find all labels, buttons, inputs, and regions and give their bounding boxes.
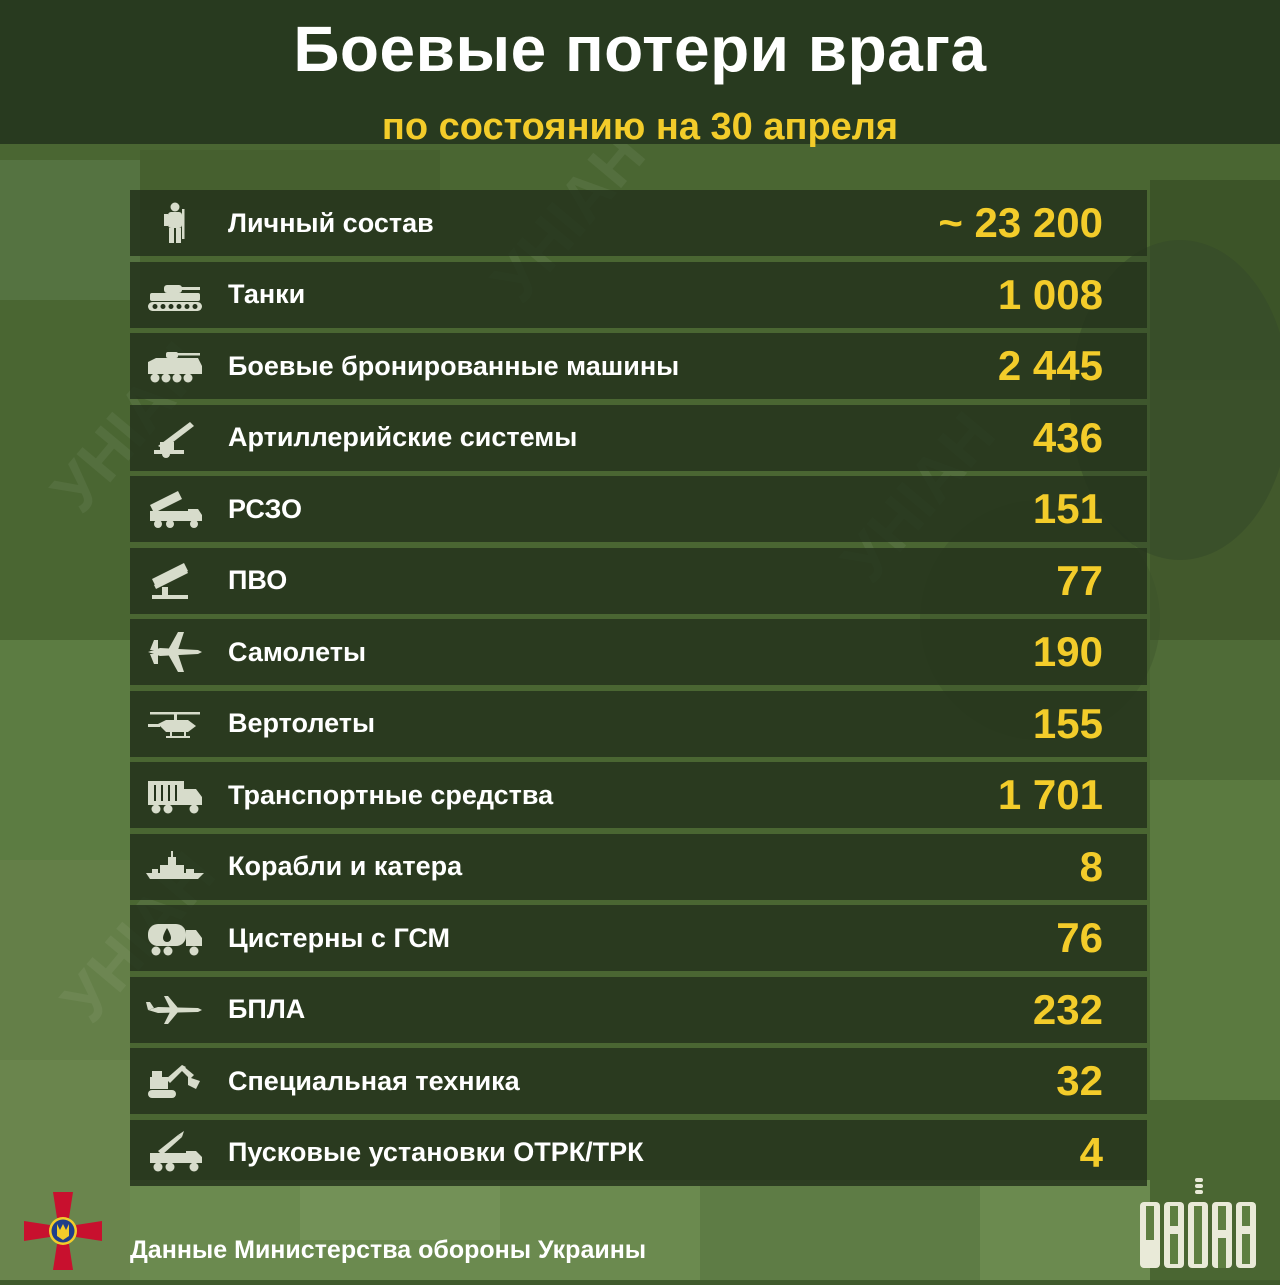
row-value: 1 008 xyxy=(997,270,1103,318)
row-fuel-tanks: Цистерны с ГСМ 76 xyxy=(130,905,1147,971)
row-value: 77 xyxy=(1056,556,1103,604)
row-label: Боевые бронированные машины xyxy=(228,350,680,381)
header-band: Боевые потери врага xyxy=(0,0,1280,144)
excavator-icon xyxy=(130,1048,220,1114)
row-tanks: Танки 1 008 xyxy=(130,261,1147,328)
row-label: Корабли и катера xyxy=(228,851,463,881)
row-value: 190 xyxy=(1032,628,1103,675)
row-value: 2 445 xyxy=(997,342,1103,389)
row-label: ПВО xyxy=(228,565,288,595)
row-value: 151 xyxy=(1032,485,1103,532)
row-personnel: Личный состав ~ 23 200 xyxy=(130,190,1147,256)
row-armored-vehicles: Боевые бронированные машины 2 445 xyxy=(130,333,1147,399)
soldier-icon xyxy=(130,190,220,256)
row-label: Вертолеты xyxy=(228,708,376,738)
row-value: 8 xyxy=(1079,842,1103,890)
losses-table: Личный состав ~ 23 200 Танки 1 008 Боевы… xyxy=(130,190,1147,1191)
row-label: Цистерны с ГСМ xyxy=(228,922,451,953)
row-drones: БПЛА 232 xyxy=(130,976,1147,1043)
row-value: 1 701 xyxy=(997,771,1103,818)
row-label: Артиллерийские системы xyxy=(228,422,578,452)
row-value: 32 xyxy=(1056,1057,1103,1104)
row-value: 76 xyxy=(1056,914,1103,961)
tank-icon xyxy=(130,262,220,328)
row-label: Транспортные средства xyxy=(228,779,554,810)
fuel-tank-icon xyxy=(130,905,220,971)
row-label: Пусковые установки ОТРК/ТРК xyxy=(228,1137,644,1167)
source-note: Данные Министерства обороны Украины xyxy=(130,1236,647,1264)
row-value: 4 xyxy=(1079,1128,1103,1176)
row-label: БПЛА xyxy=(228,994,306,1024)
helicopter-icon xyxy=(130,691,220,757)
missile-launcher-icon xyxy=(130,1120,220,1186)
row-mlrs: РСЗО 151 xyxy=(130,476,1147,542)
plane-icon xyxy=(130,619,220,685)
row-ships: Корабли и катера 8 xyxy=(130,833,1147,900)
row-artillery: Артиллерийские системы 436 xyxy=(130,404,1147,471)
row-label: Личный состав xyxy=(228,207,434,238)
ship-icon xyxy=(130,834,220,900)
row-label: Самолеты xyxy=(228,636,367,667)
armored-vehicle-icon xyxy=(130,333,220,399)
armed-forces-emblem xyxy=(20,1188,106,1274)
unian-logo xyxy=(1136,1176,1262,1272)
row-air-defense: ПВО 77 xyxy=(130,547,1147,614)
page-title: Боевые потери врага xyxy=(293,13,987,85)
artillery-icon xyxy=(130,405,220,471)
air-defense-icon xyxy=(130,548,220,614)
row-value: 155 xyxy=(1032,699,1103,747)
row-label: Специальная техника xyxy=(228,1065,520,1096)
page-subtitle: по состоянию на 30 апреля xyxy=(381,106,899,148)
row-label: Танки xyxy=(228,279,306,309)
row-value: 232 xyxy=(1032,985,1103,1033)
row-vehicles: Транспортные средства 1 701 xyxy=(130,762,1147,828)
row-helicopters: Вертолеты 155 xyxy=(130,690,1147,757)
mlrs-icon xyxy=(130,476,220,542)
row-value: ~ 23 200 xyxy=(938,199,1103,246)
drone-icon xyxy=(130,977,220,1043)
row-special-equipment: Специальная техника 32 xyxy=(130,1048,1147,1114)
row-label: РСЗО xyxy=(228,493,303,524)
row-value: 436 xyxy=(1032,413,1103,461)
truck-icon xyxy=(130,762,220,828)
row-missile-launchers: Пусковые установки ОТРК/ТРК 4 xyxy=(130,1119,1147,1186)
row-planes: Самолеты 190 xyxy=(130,619,1147,685)
